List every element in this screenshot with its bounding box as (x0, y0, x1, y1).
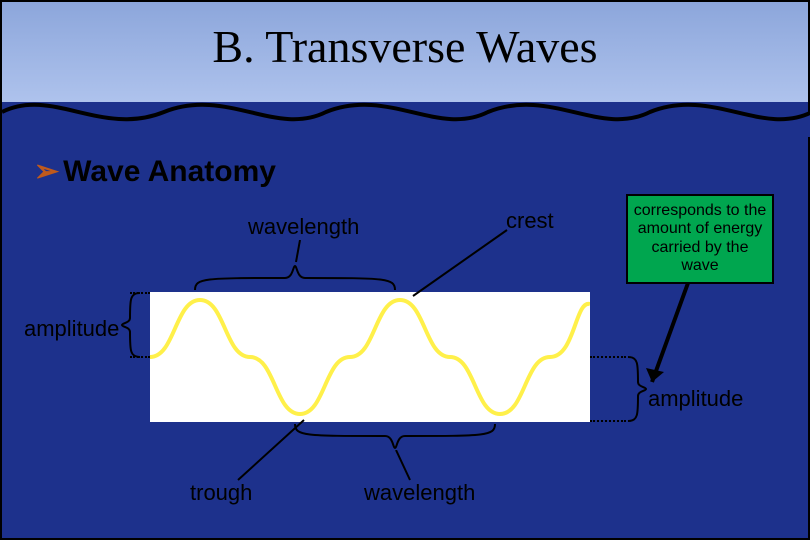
connector-wavelength-top (294, 240, 306, 264)
sine-wave (150, 292, 590, 422)
subtitle: ➢Wave Anatomy (34, 154, 276, 189)
label-amplitude-left: amplitude (24, 316, 119, 342)
page-title: B. Transverse Waves (2, 20, 808, 73)
connector-wavelength-bottom (394, 450, 414, 482)
dotted-mid-right (590, 356, 626, 358)
subtitle-text: Wave Anatomy (63, 155, 276, 188)
bullet-icon: ➢ (34, 154, 59, 189)
info-box: corresponds to the amount of energy carr… (626, 194, 774, 284)
arrow-trough (234, 416, 314, 484)
wave-box (150, 292, 590, 422)
brace-wavelength-top (190, 262, 400, 292)
brace-amplitude-left (118, 290, 142, 360)
arrow-info-to-amplitude (642, 270, 702, 390)
label-wavelength-top: wavelength (248, 214, 359, 240)
arrow-crest (407, 228, 517, 302)
brace-wavelength-bottom (290, 422, 500, 452)
dotted-bot-right (590, 420, 626, 422)
label-wavelength-bottom: wavelength (364, 480, 475, 506)
